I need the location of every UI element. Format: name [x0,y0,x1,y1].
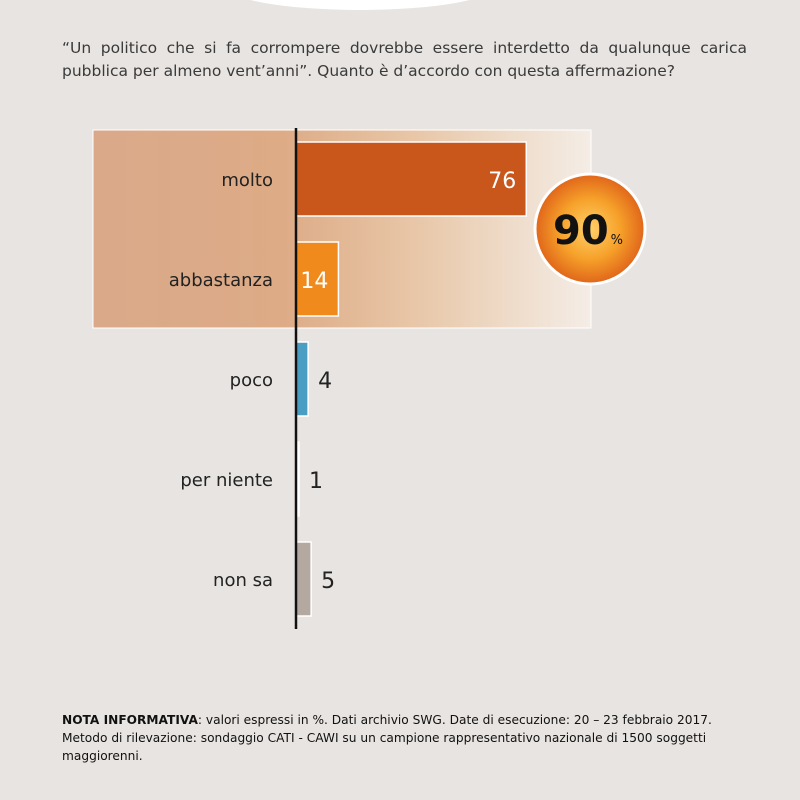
value-label: 4 [318,369,332,394]
summary-circle [533,172,647,286]
category-label: molto [221,170,273,191]
bar-poco [295,341,309,417]
category-label: per niente [180,470,273,491]
category-label: non sa [213,570,273,591]
bar-abbastanza [295,241,340,317]
info-note: NOTA INFORMATIVA: valori espressi in %. … [62,711,752,765]
value-label: 76 [488,169,516,194]
value-label: 5 [321,569,335,594]
survey-question: “Un politico che si fa corrompere dovreb… [62,39,747,80]
summary-value: 90% [553,208,623,254]
note-label: NOTA INFORMATIVA [62,713,198,727]
top-decoration [225,0,495,10]
value-label: 1 [309,469,323,494]
note-text: : valori espressi in %. Dati archivio SW… [62,713,712,763]
value-label: 14 [300,269,328,294]
category-label: poco [230,370,273,391]
category-label: abbastanza [169,270,273,291]
bar-non-sa [295,541,312,617]
